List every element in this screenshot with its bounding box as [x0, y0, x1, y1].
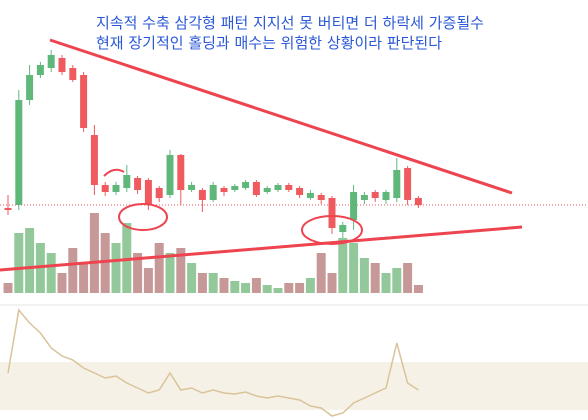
- candle-body: [188, 185, 196, 190]
- volume-bar: [154, 243, 164, 293]
- candle-body: [155, 188, 163, 198]
- candle-body: [350, 192, 358, 220]
- volume-bar: [381, 273, 391, 293]
- candle-body: [371, 192, 379, 198]
- candle-body: [80, 75, 88, 128]
- volume-bar: [338, 238, 348, 293]
- volume-bar: [3, 283, 13, 293]
- candle-body: [285, 185, 293, 190]
- candle-body: [15, 100, 23, 205]
- volume-bar: [79, 263, 89, 293]
- volume-bar: [273, 288, 283, 293]
- marks: [3, 50, 423, 417]
- volume-bar: [327, 273, 337, 293]
- candle-body: [414, 198, 422, 205]
- annotation-circle: [118, 203, 168, 231]
- candle-body: [69, 68, 77, 80]
- trend-line-lower: [0, 225, 523, 272]
- candle-body: [393, 170, 401, 198]
- candle-body: [209, 185, 217, 200]
- annotation: 현재 장기적인 홀딩과 매수는 위험한 상황이라 판단된다: [96, 34, 442, 52]
- volume-bar: [370, 263, 380, 293]
- candle-body: [123, 175, 131, 188]
- volume-bar: [14, 233, 24, 293]
- volume-bar: [251, 278, 261, 293]
- volume-bar: [143, 268, 153, 293]
- volume-bar: [122, 223, 132, 293]
- volume-bar: [230, 281, 240, 293]
- candle-body: [90, 135, 98, 185]
- candle-body: [177, 155, 185, 190]
- volume-bar: [241, 283, 251, 293]
- volume-bar: [165, 253, 175, 293]
- annotation-circle: [301, 215, 363, 245]
- candle-body: [101, 185, 109, 192]
- candle-body: [112, 185, 120, 192]
- volume-bar: [25, 228, 35, 293]
- volume-bar: [349, 243, 359, 293]
- volume-bar: [262, 285, 272, 293]
- candle-body: [198, 190, 206, 200]
- volume-bar: [111, 243, 121, 293]
- volume-bar: [176, 248, 186, 293]
- volume-bar: [392, 268, 402, 293]
- volume-bar: [208, 273, 218, 293]
- volume-bar: [68, 248, 78, 293]
- indicator-line: [7, 308, 419, 417]
- volume-bar: [197, 273, 207, 293]
- volume-bar: [100, 233, 110, 293]
- volume-bar: [305, 278, 315, 293]
- candle-body: [274, 185, 282, 190]
- trend-line-upper: [49, 38, 513, 195]
- candle-body: [306, 193, 314, 198]
- annotation: 지속적 수축 삼각형 패턴 지지선 못 버티면 더 하락세 가증될수: [96, 14, 484, 32]
- volume-bar: [57, 273, 67, 293]
- candle-body: [317, 195, 325, 200]
- candle-body: [263, 188, 271, 192]
- candle-body: [36, 65, 44, 75]
- candle-body: [134, 178, 142, 190]
- volume-bar: [89, 213, 99, 293]
- volume-bar: [46, 253, 56, 293]
- candle-body: [47, 55, 55, 68]
- volume-bar: [284, 283, 294, 293]
- candle-body: [242, 182, 250, 188]
- volume-bar: [219, 278, 229, 293]
- candle-body: [144, 180, 152, 205]
- volume-bar: [413, 285, 423, 293]
- candle-body: [26, 75, 34, 100]
- volume-bar: [187, 263, 197, 293]
- candle-body: [360, 195, 368, 200]
- candle-body: [296, 188, 304, 195]
- candle-body: [4, 208, 12, 210]
- candle-body: [404, 168, 412, 200]
- candle-body: [382, 192, 390, 200]
- indicator-band: [0, 362, 588, 410]
- volume-bar: [295, 283, 305, 293]
- candle-body: [231, 186, 239, 190]
- candle-body: [339, 225, 347, 232]
- volume-bar: [316, 253, 326, 293]
- volume-bar: [403, 263, 413, 293]
- volume-bar: [133, 253, 143, 293]
- candle-body: [220, 188, 228, 192]
- annotation-stroke: [103, 168, 125, 177]
- volume-bar: [359, 258, 369, 293]
- candle-body: [252, 182, 260, 195]
- candle-body: [166, 155, 174, 195]
- candle-body: [58, 58, 66, 72]
- candle-body: [328, 198, 336, 228]
